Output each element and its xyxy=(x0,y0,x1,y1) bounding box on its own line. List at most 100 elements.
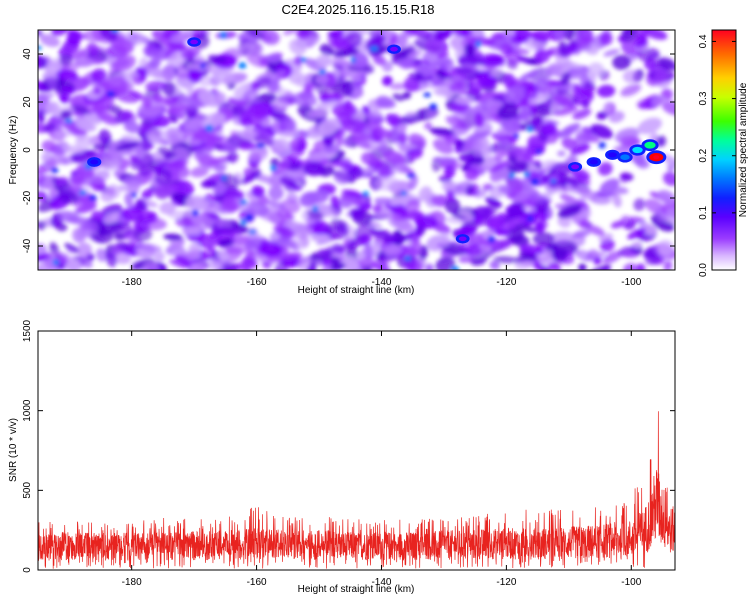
heatmap-cell xyxy=(435,256,456,270)
heatmap-cell xyxy=(170,183,193,195)
heatmap-cell xyxy=(577,251,588,259)
heatmap-cell xyxy=(502,118,521,133)
heatmap-cell xyxy=(106,148,121,163)
heatmap-cell xyxy=(38,92,54,105)
heatmap-cell xyxy=(489,68,502,77)
heatmap-cell xyxy=(46,75,58,89)
heatmap-cell xyxy=(449,80,465,92)
heatmap-cell xyxy=(510,235,530,247)
heatmap-cell xyxy=(468,80,483,94)
heatmap-cell xyxy=(193,130,210,141)
heatmap-cell xyxy=(382,61,393,72)
heatmap-spot xyxy=(106,91,115,97)
y-tick-label: 1000 xyxy=(22,399,33,422)
heatmap-cell xyxy=(66,244,76,254)
heatmap-y-ticks: -40 -20 0 20 40 xyxy=(22,48,675,253)
heatmap-cell xyxy=(38,109,45,124)
heatmap-cell xyxy=(279,177,299,190)
heatmap-cell xyxy=(283,30,300,36)
heatmap-cell xyxy=(229,137,239,149)
heatmap-cell xyxy=(629,216,646,225)
heatmap-cell xyxy=(167,107,182,115)
heatmap-cell xyxy=(330,195,340,209)
heatmap-spot xyxy=(200,63,206,69)
heatmap-spot xyxy=(240,219,247,226)
x-tick-label: -140 xyxy=(371,577,391,588)
heatmap-cell xyxy=(305,190,329,204)
heatmap-cell xyxy=(620,30,638,42)
heatmap-cell xyxy=(636,97,653,108)
heatmap-cell xyxy=(121,207,144,222)
heatmap-cell xyxy=(458,256,474,263)
heatmap-cell xyxy=(333,169,350,185)
heatmap-cell xyxy=(599,32,613,46)
heatmap-cell xyxy=(313,220,329,236)
heatmap-cell xyxy=(389,203,408,216)
heatmap-cell xyxy=(396,162,406,171)
heatmap-cell xyxy=(54,129,73,139)
heatmap-cell xyxy=(246,53,271,68)
heatmap-cell xyxy=(500,138,509,148)
heatmap-cell xyxy=(217,226,242,238)
heatmap-cell xyxy=(247,147,268,161)
heatmap-spot xyxy=(111,30,120,33)
heatmap-spot xyxy=(270,165,277,172)
heatmap-cell xyxy=(109,35,134,54)
heatmap-cell xyxy=(485,196,503,208)
heatmap-cell xyxy=(656,135,667,147)
heatmap-cell xyxy=(657,189,675,204)
y-tick-label: 0 xyxy=(22,567,33,573)
heatmap-cell xyxy=(238,142,259,151)
heatmap-cell xyxy=(61,86,76,95)
heatmap-cell xyxy=(663,260,673,270)
heatmap-cell xyxy=(148,57,161,69)
y-tick-label: -20 xyxy=(22,190,33,205)
heatmap-cell xyxy=(612,54,631,70)
heatmap-cell xyxy=(68,48,88,60)
heatmap-cell xyxy=(87,221,99,235)
heatmap-cell xyxy=(389,194,413,206)
heatmap-cell xyxy=(137,243,162,253)
heatmap-cell xyxy=(391,47,416,59)
heatmap-cell xyxy=(193,145,215,159)
heatmap-cell xyxy=(258,195,269,205)
heatmap-cell xyxy=(75,134,93,150)
heatmap-cell xyxy=(288,139,300,151)
heatmap-cell xyxy=(232,235,251,246)
heatmap-feature xyxy=(620,154,630,160)
heatmap-cell xyxy=(457,240,482,256)
snr-x-axis-label: Height of straight line (km) xyxy=(298,584,415,595)
heatmap-cell xyxy=(481,143,492,158)
heatmap-cell xyxy=(169,259,192,269)
heatmap-cell xyxy=(82,30,106,43)
heatmap-cell xyxy=(620,215,632,229)
heatmap-cell xyxy=(246,104,271,117)
heatmap-cell xyxy=(72,227,87,244)
heatmap-cell xyxy=(42,178,54,190)
heatmap-cell xyxy=(329,262,346,270)
chart-title: C2E4.2025.116.15.15.R18 xyxy=(282,2,435,17)
x-tick-label: -100 xyxy=(621,277,641,288)
heatmap-cell xyxy=(576,44,593,52)
heatmap-spot xyxy=(406,173,416,178)
heatmap-cell xyxy=(353,199,368,207)
heatmap-cell xyxy=(377,252,398,261)
heatmap-cell xyxy=(439,231,451,247)
snr-panel: -180 -160 -140 -120 -100 0 500 1000 1500 Height… xyxy=(8,319,676,595)
heatmap-cell xyxy=(340,117,366,133)
heatmap-cell xyxy=(63,120,87,136)
heatmap-cell xyxy=(96,223,107,237)
heatmap-cell xyxy=(378,138,388,154)
heatmap-cell xyxy=(656,239,674,256)
heatmap-cell xyxy=(293,55,304,66)
heatmap-cell xyxy=(59,54,73,66)
heatmap-spot xyxy=(598,142,606,149)
heatmap-cell xyxy=(141,189,154,200)
heatmap-cell xyxy=(405,148,423,160)
heatmap-cell xyxy=(280,117,297,132)
heatmap-cell xyxy=(601,265,611,270)
heatmap-cell xyxy=(45,153,66,168)
heatmap-cell xyxy=(372,54,387,66)
heatmap-cell xyxy=(214,164,227,173)
heatmap-cell xyxy=(191,214,214,230)
